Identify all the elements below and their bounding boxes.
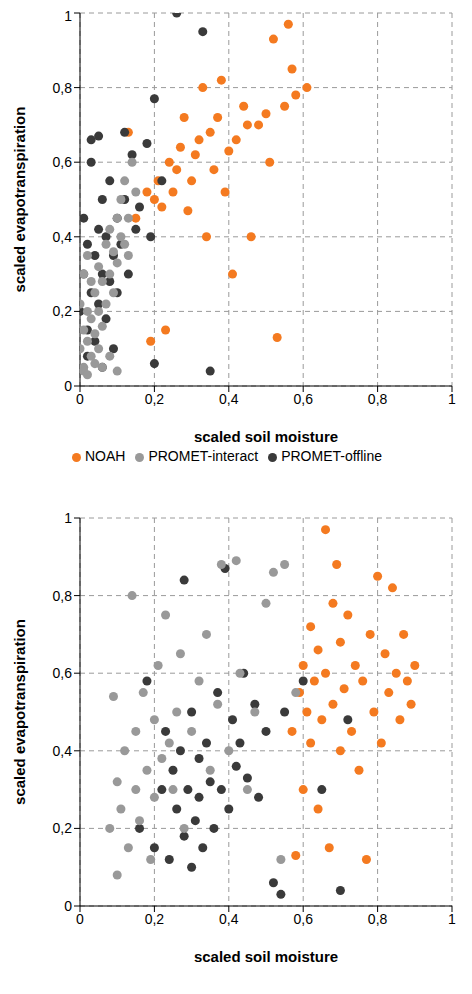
svg-text:scaled evapotranspiration: scaled evapotranspiration [11, 107, 28, 293]
svg-text:scaled evapotranspiration: scaled evapotranspiration [11, 619, 28, 805]
svg-text:scaled soil moisture: scaled soil moisture [194, 428, 338, 445]
svg-text:1: 1 [448, 391, 456, 407]
svg-text:1: 1 [64, 510, 72, 526]
svg-text:0,2: 0,2 [145, 911, 165, 927]
svg-text:0,4: 0,4 [53, 743, 73, 759]
html-text:PROMET-offline: PROMET-offline [281, 448, 382, 464]
svg-text:0: 0 [64, 378, 72, 394]
svg-text:0,6: 0,6 [293, 391, 313, 407]
svg-text:scaled soil moisture: scaled soil moisture [194, 948, 338, 965]
svg-text:0: 0 [76, 391, 84, 407]
svg-text:0,2: 0,2 [53, 820, 73, 836]
svg-text:0: 0 [64, 898, 72, 914]
html-text:NOAH: NOAH [85, 448, 126, 464]
html-text:PROMET-interact: PROMET-interact [148, 448, 259, 464]
svg-text:0,8: 0,8 [53, 588, 73, 604]
svg-text:0,4: 0,4 [219, 391, 239, 407]
svg-text:1: 1 [448, 911, 456, 927]
svg-text:0: 0 [76, 911, 84, 927]
svg-text:0,2: 0,2 [53, 303, 73, 319]
svg-text:0,8: 0,8 [368, 911, 388, 927]
svg-text:1: 1 [64, 8, 72, 24]
svg-text:0,2: 0,2 [145, 391, 165, 407]
svg-text:0,8: 0,8 [368, 391, 388, 407]
svg-text:0,4: 0,4 [219, 911, 239, 927]
svg-text:0,6: 0,6 [293, 911, 313, 927]
svg-text:0,6: 0,6 [53, 665, 73, 681]
svg-text:0,8: 0,8 [53, 80, 73, 96]
svg-text:0,6: 0,6 [53, 154, 73, 170]
svg-text:0,4: 0,4 [53, 229, 73, 245]
